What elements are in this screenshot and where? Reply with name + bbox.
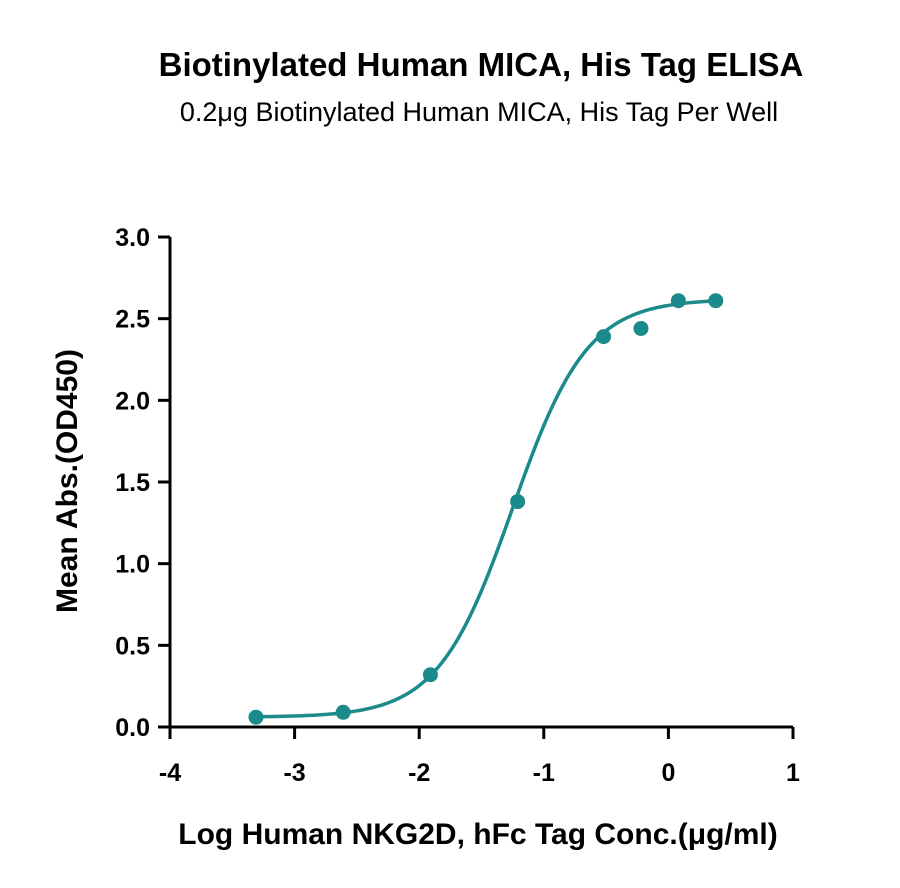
data-point: [708, 293, 724, 309]
y-tick-label: 2.0: [115, 387, 150, 415]
y-ticks: 0.0 0.5 1.0 1.5 2.0 2.5 3.0: [115, 224, 170, 742]
x-axis-label: Log Human NKG2D, hFc Tag Conc.(μg/ml): [178, 818, 777, 851]
fit-curve: [255, 299, 716, 719]
axes: [168, 237, 793, 729]
data-point: [335, 704, 351, 720]
y-tick-label: 0.5: [115, 632, 150, 660]
x-tick-label: -3: [283, 759, 305, 787]
chart-subtitle: 0.2μg Biotinylated Human MICA, His Tag P…: [180, 97, 778, 127]
data-point: [248, 709, 264, 725]
y-tick-label: 2.5: [115, 306, 150, 334]
x-tick-label: -2: [408, 759, 430, 787]
y-tick-label: 0.0: [115, 714, 150, 742]
chart-title: Biotinylated Human MICA, His Tag ELISA: [159, 46, 804, 83]
x-tick-label: 1: [786, 759, 800, 787]
y-tick-label: 1.0: [115, 551, 150, 579]
data-point: [510, 494, 526, 510]
y-axis-label: Mean Abs.(OD450): [51, 349, 84, 613]
data-point: [422, 667, 438, 683]
x-ticks: -4 -3 -2 -1 0 1: [159, 727, 800, 787]
y-tick-label: 1.5: [115, 469, 150, 497]
data-point: [633, 320, 649, 336]
x-tick-label: 0: [661, 759, 675, 787]
x-tick-label: -1: [533, 759, 555, 787]
data-point: [670, 293, 686, 309]
data-point: [596, 329, 612, 345]
y-tick-label: 3.0: [115, 224, 150, 252]
x-tick-label: -4: [159, 759, 181, 787]
data-points: [248, 293, 724, 725]
